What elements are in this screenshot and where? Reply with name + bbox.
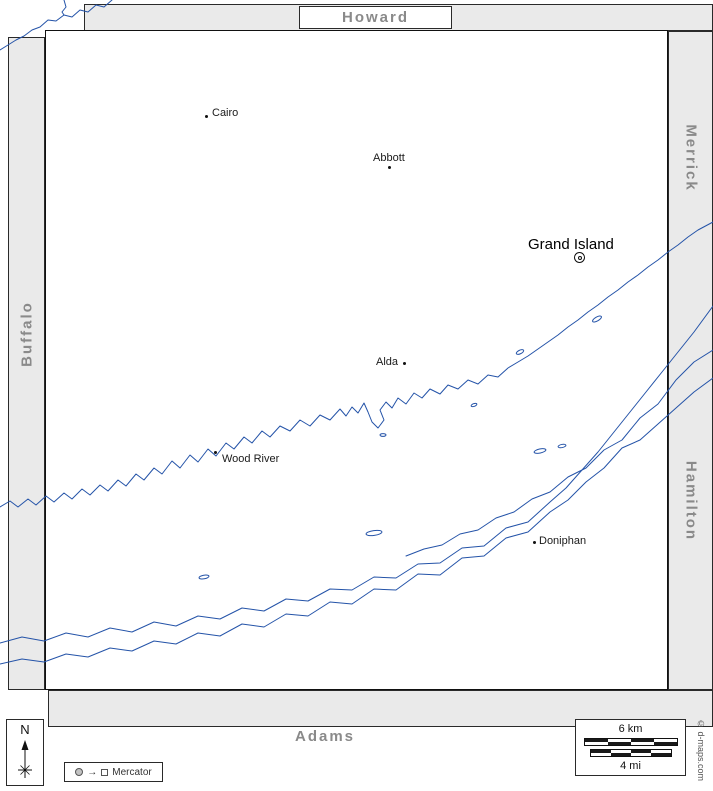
neighbor-label-box-howard: Howard [299, 6, 452, 29]
city-label-doniphan: Doniphan [539, 535, 587, 547]
city-label-abbott: Abbott [373, 152, 405, 164]
neighbor-band-left: Buffalo [8, 37, 45, 690]
projection-label: Mercator [112, 766, 152, 778]
river-topleft-branch [61, 0, 67, 16]
projection-legend-box: → Mercator [64, 762, 163, 782]
scale-mi-label: 4 mi [620, 760, 641, 772]
city-dot-cairo [205, 115, 208, 118]
flat-map-icon [101, 768, 109, 776]
neighbor-label-adams-wrap: Adams [255, 728, 395, 746]
city-label-alda: Alda [376, 356, 399, 368]
city-dot-alda [403, 362, 406, 365]
city-dot-wood-river [214, 451, 217, 454]
scale-bar-mi [589, 749, 672, 757]
city-dot-doniphan [533, 541, 536, 544]
scale-km-label: 6 km [618, 723, 643, 735]
neighbor-label-buffalo: Buffalo [18, 301, 35, 367]
neighbor-band-right: Merrick Hamilton [668, 31, 713, 690]
arrow-icon: → [87, 766, 98, 778]
compass-arrow-icon [18, 740, 32, 778]
scale-bar-km [583, 738, 678, 746]
county-area-frame [45, 30, 668, 690]
city-dot-abbott [388, 166, 391, 169]
neighbor-label-merrick: Merrick [682, 124, 699, 192]
neighbor-label-adams: Adams [294, 728, 356, 745]
scale-box: 6 km 4 mi [575, 719, 686, 776]
city-marker-grand-island-inner [577, 255, 582, 260]
neighbor-label-hamilton: Hamilton [682, 460, 699, 542]
credit-text: © d-maps.com [696, 718, 706, 781]
city-label-grand-island: Grand Island [528, 236, 614, 253]
globe-icon [75, 768, 84, 776]
compass-north-label: N [20, 722, 30, 737]
credit-wrap: © d-maps.com [690, 710, 712, 790]
neighbor-label-howard: Howard [341, 9, 409, 26]
city-marker-grand-island [574, 252, 585, 263]
compass-box: N [6, 719, 44, 786]
city-label-cairo: Cairo [212, 107, 239, 119]
city-label-wood-river: Wood River [222, 453, 280, 465]
